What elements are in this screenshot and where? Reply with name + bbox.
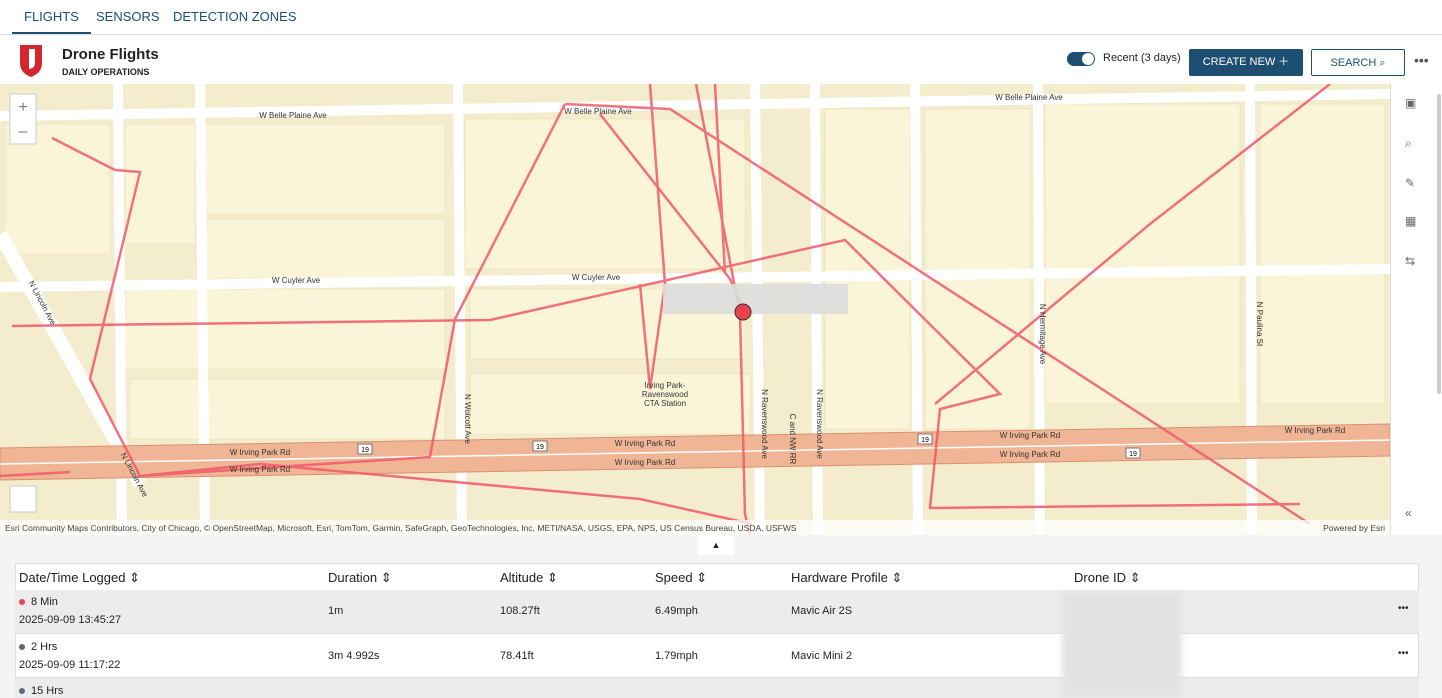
street-label: N Hermitage Ave xyxy=(1038,304,1047,365)
column-label: Hardware Profile xyxy=(791,570,888,585)
tool[interactable]: ⇆ xyxy=(1405,254,1416,268)
toggle-label: Recent (3 days) xyxy=(1103,52,1181,64)
layers-button[interactable] xyxy=(9,485,37,513)
street-label: W Irving Park Rd xyxy=(230,448,290,457)
street-label: W Belle Plaine Ave xyxy=(259,111,327,120)
create-label: CREATE NEW xyxy=(1202,56,1276,68)
column-header[interactable]: Altitude ⇕ xyxy=(500,570,558,585)
street-label: W Irving Park Rd xyxy=(230,465,290,474)
subtitle: DAILY OPERATIONS xyxy=(62,67,150,77)
speed: 1.79mph xyxy=(655,650,698,662)
column-label: Date/Time Logged xyxy=(19,570,126,585)
column-header[interactable]: Date/Time Logged ⇕ xyxy=(19,570,140,585)
tab[interactable]: FLIGHTS xyxy=(12,0,91,34)
collapse-toolbar[interactable]: « xyxy=(1405,506,1412,520)
tool[interactable]: ▦ xyxy=(1405,214,1417,228)
street-label: W Irving Park Rd xyxy=(615,439,675,448)
street-label: W Cuyler Ave xyxy=(272,276,321,285)
column-header[interactable]: Drone ID ⇕ xyxy=(1074,570,1141,585)
street-label: N Paulina St xyxy=(1255,302,1264,347)
tool[interactable]: ⌕ xyxy=(1405,136,1412,150)
street-label: W Irving Park Rd xyxy=(615,458,675,467)
altitude: 78.41ft xyxy=(500,650,534,662)
street-label: W Irving Park Rd xyxy=(1000,450,1060,459)
table-row[interactable] xyxy=(15,633,1419,677)
column-label: Duration xyxy=(328,570,378,585)
street-label: N Ravenswood Ave xyxy=(815,389,824,459)
logged: 2025-09-09 13:45:27 xyxy=(19,614,122,626)
street-label: W Belle Plaine Ave xyxy=(995,93,1063,102)
tab[interactable]: DETECTION ZONES xyxy=(173,9,297,24)
column-label: Speed xyxy=(655,570,693,585)
zoom-control: + – xyxy=(9,93,37,145)
header: Drone Flights DAILY OPERATIONS Recent (3… xyxy=(0,35,1442,84)
tab[interactable]: SENSORS xyxy=(96,9,160,24)
search-button[interactable]: SEARCH ⌕ xyxy=(1311,49,1405,76)
blurred-drone-id xyxy=(1062,592,1182,698)
blurred-popup xyxy=(663,284,848,314)
row-menu[interactable]: ••• xyxy=(1398,648,1409,659)
expand-button[interactable]: ▲ xyxy=(698,535,734,555)
street-label: W Cuyler Ave xyxy=(572,273,621,282)
row-menu[interactable]: ••• xyxy=(1398,603,1409,614)
column-header[interactable]: Duration ⇕ xyxy=(328,570,392,585)
tool[interactable]: ✎ xyxy=(1405,176,1416,190)
tool[interactable]: ▣ xyxy=(1405,96,1417,110)
age: 2 Hrs xyxy=(31,641,58,653)
more-menu[interactable]: ••• xyxy=(1414,52,1429,68)
street-label: W Belle Plaine Ave xyxy=(564,107,632,116)
map-toolbar: ▣ ⌕ ✎ ▦ ⇆ « xyxy=(1390,84,1442,535)
route-shield: 19 xyxy=(1129,451,1137,458)
toggle[interactable] xyxy=(1067,52,1095,66)
age: 8 Min xyxy=(31,596,58,608)
speed: 6.49mph xyxy=(655,605,698,617)
column-label: Drone ID xyxy=(1074,570,1127,585)
street-label: N Ravenswood Ave xyxy=(760,389,769,459)
duration: 3m 4.992s xyxy=(328,650,380,662)
search-label: SEARCH xyxy=(1330,57,1377,69)
street-label: C and NW RR xyxy=(788,414,797,465)
zoom-out[interactable]: – xyxy=(19,123,28,140)
station-label: Ravenswood xyxy=(642,390,688,399)
zoom-in[interactable]: + xyxy=(18,99,27,116)
age: 15 Hrs xyxy=(31,685,64,697)
logged: 2025-09-09 11:17:22 xyxy=(19,659,121,671)
hardware: Mavic Mini 2 xyxy=(791,650,853,662)
route-shield: 19 xyxy=(921,437,929,444)
street-label: W Irving Park Rd xyxy=(1000,431,1060,440)
attribution: Esri Community Maps Contributors, City o… xyxy=(5,523,797,533)
column-header[interactable]: Hardware Profile ⇕ xyxy=(791,570,903,585)
column-header[interactable]: Speed ⇕ xyxy=(655,570,708,585)
tab-bar: FLIGHTS SENSORS DETECTION ZONES xyxy=(0,0,1442,35)
street-label: W Irving Park Rd xyxy=(1285,426,1345,435)
drone-marker[interactable] xyxy=(734,303,752,321)
duration: 1m xyxy=(328,605,344,617)
map[interactable]: W Belle Plaine Ave W Belle Plaine Ave W … xyxy=(0,84,1390,535)
route-shield: 19 xyxy=(361,447,369,454)
column-label: Altitude xyxy=(500,570,544,585)
title: Drone Flights xyxy=(62,46,159,63)
table-row[interactable] xyxy=(15,590,1419,633)
create-button[interactable]: CREATE NEW ＋ xyxy=(1189,49,1303,76)
station-label: Irving Park- xyxy=(645,381,686,390)
logo xyxy=(20,45,42,77)
powered-by: Powered by Esri xyxy=(1323,523,1385,533)
table-row[interactable] xyxy=(15,677,1419,698)
altitude: 108.27ft xyxy=(500,605,540,617)
route-shield: 19 xyxy=(536,444,544,451)
hardware: Mavic Air 2S xyxy=(791,605,853,617)
station-label: CTA Station xyxy=(644,399,686,408)
street-label: N Wolcott Ave xyxy=(463,394,472,445)
